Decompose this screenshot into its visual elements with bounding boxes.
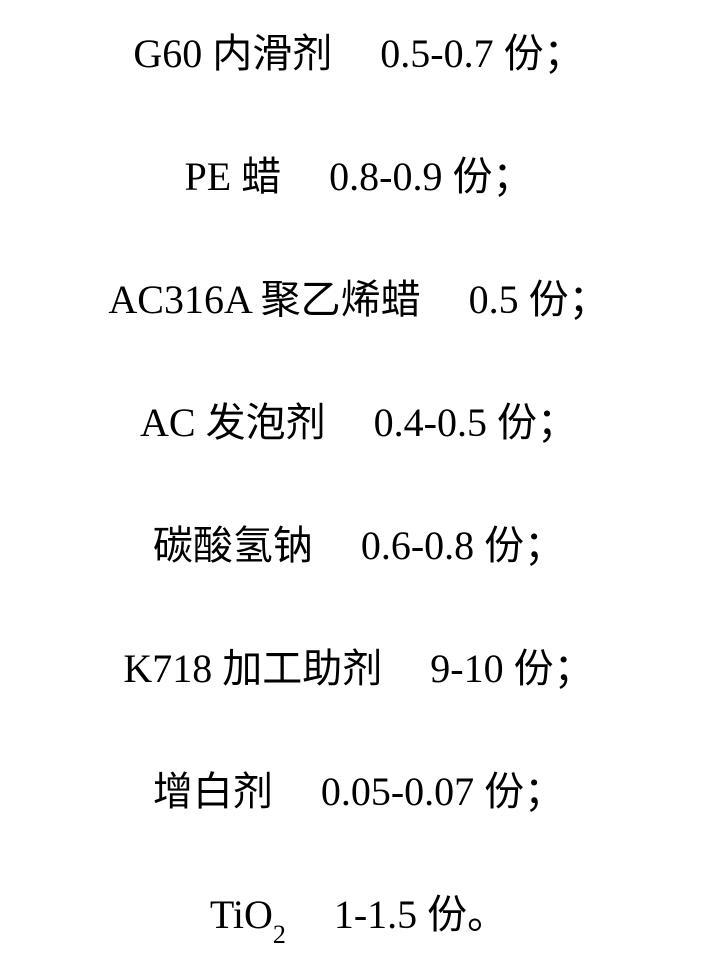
ingredient-amount: 0.8-0.9 份； (329, 153, 532, 201)
ingredient-name: 碳酸氢钠 (153, 522, 313, 570)
ingredient-row: 碳酸氢钠 0.6-0.8 份； (153, 522, 564, 570)
ingredient-amount: 9-10 份； (430, 645, 593, 693)
ingredient-row: K718 加工助剂 9-10 份； (123, 645, 593, 693)
ingredient-row: PE 蜡 0.8-0.9 份； (184, 153, 532, 201)
ingredient-name: AC316A 聚乙烯蜡 (108, 276, 420, 324)
ingredient-amount: 0.5-0.7 份； (380, 30, 583, 78)
ingredient-row: 增白剂 0.05-0.07 份； (153, 768, 564, 816)
ingredient-list: G60 内滑剂 0.5-0.7 份； PE 蜡 0.8-0.9 份； AC316… (0, 0, 717, 944)
ingredient-row: AC 发泡剂 0.4-0.5 份； (140, 399, 577, 447)
ingredient-amount: 0.4-0.5 份； (374, 399, 577, 447)
subscript: 2 (273, 920, 286, 949)
ingredient-name: 增白剂 (153, 768, 273, 816)
ingredient-amount: 0.6-0.8 份； (361, 522, 564, 570)
ingredient-name: K718 加工助剂 (123, 645, 382, 693)
ingredient-row: AC316A 聚乙烯蜡 0.5 份； (108, 276, 608, 324)
ingredient-name: AC 发泡剂 (140, 399, 326, 447)
ingredient-name: G60 内滑剂 (133, 30, 332, 78)
ingredient-row: G60 内滑剂 0.5-0.7 份； (133, 30, 583, 78)
ingredient-amount: 1-1.5 份。 (334, 891, 507, 939)
ingredient-name: TiO2 (210, 891, 286, 944)
ingredient-amount: 0.5 份； (469, 276, 609, 324)
ingredient-name: PE 蜡 (184, 153, 281, 201)
ingredient-row: TiO2 1-1.5 份。 (210, 891, 507, 944)
ingredient-amount: 0.05-0.07 份； (321, 768, 564, 816)
